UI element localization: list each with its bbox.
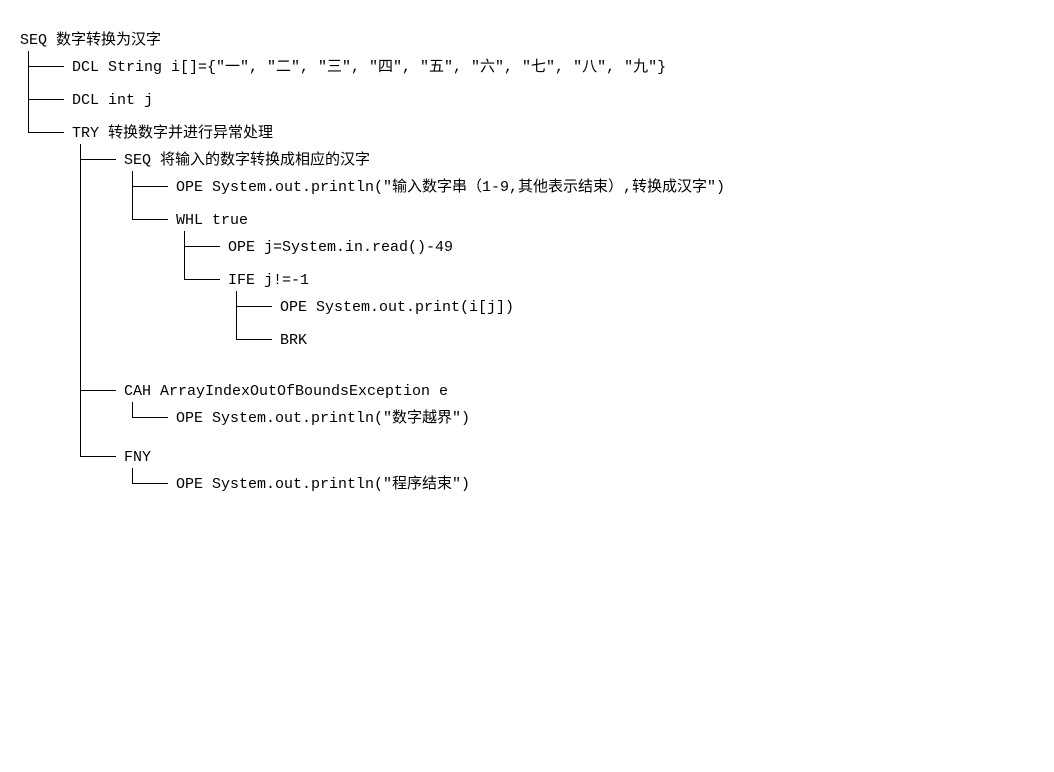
node-label: TRY 转换数字并进行异常处理 <box>72 125 273 142</box>
node-label: OPE System.out.println("数字越界") <box>176 410 470 427</box>
node-label: FNY <box>124 449 151 466</box>
node-label: OPE j=System.in.read()-49 <box>228 239 453 256</box>
node-label: IFE j!=-1 <box>228 272 309 289</box>
node-ope: OPE System.out.println("程序结束") <box>176 468 1034 501</box>
node-root: SEQ 数字转换为汉字 DCL String i[]={"一", "二", "三… <box>20 24 1034 519</box>
node-label: DCL String i[]={"一", "二", "三", "四", "五",… <box>72 59 666 76</box>
pad-tree: SEQ 数字转换为汉字 DCL String i[]={"一", "二", "三… <box>20 24 1034 519</box>
node-brk: BRK <box>280 324 1034 357</box>
node-seq: SEQ 将输入的数字转换成相应的汉字 OPE System.out.printl… <box>124 144 1034 375</box>
node-label: OPE System.out.println("输入数字串（1-9,其他表示结束… <box>176 179 725 196</box>
node-ope: OPE System.out.print(i[j]) <box>280 291 1034 324</box>
node-label: DCL int j <box>72 92 153 109</box>
node-ope: OPE j=System.in.read()-49 <box>228 231 1034 264</box>
node-cah: CAH ArrayIndexOutOfBoundsException e OPE… <box>124 375 1034 441</box>
node-label: SEQ 数字转换为汉字 <box>20 32 161 49</box>
node-ope: OPE System.out.println("输入数字串（1-9,其他表示结束… <box>176 171 1034 204</box>
node-label: BRK <box>280 332 307 349</box>
node-label: CAH ArrayIndexOutOfBoundsException e <box>124 383 448 400</box>
node-whl: WHL true OPE j=System.in.read()-49 IFE j… <box>176 204 1034 369</box>
node-ife: IFE j!=-1 OPE System.out.print(i[j]) BRK <box>228 264 1034 363</box>
node-dcl: DCL String i[]={"一", "二", "三", "四", "五",… <box>72 51 1034 84</box>
node-label: WHL true <box>176 212 248 229</box>
node-dcl: DCL int j <box>72 84 1034 117</box>
node-label: OPE System.out.print(i[j]) <box>280 299 514 316</box>
node-ope: OPE System.out.println("数字越界") <box>176 402 1034 435</box>
node-try: TRY 转换数字并进行异常处理 SEQ 将输入的数字转换成相应的汉字 OPE S… <box>72 117 1034 513</box>
node-fny: FNY OPE System.out.println("程序结束") <box>124 441 1034 507</box>
node-label: OPE System.out.println("程序结束") <box>176 476 470 493</box>
node-label: SEQ 将输入的数字转换成相应的汉字 <box>124 152 370 169</box>
